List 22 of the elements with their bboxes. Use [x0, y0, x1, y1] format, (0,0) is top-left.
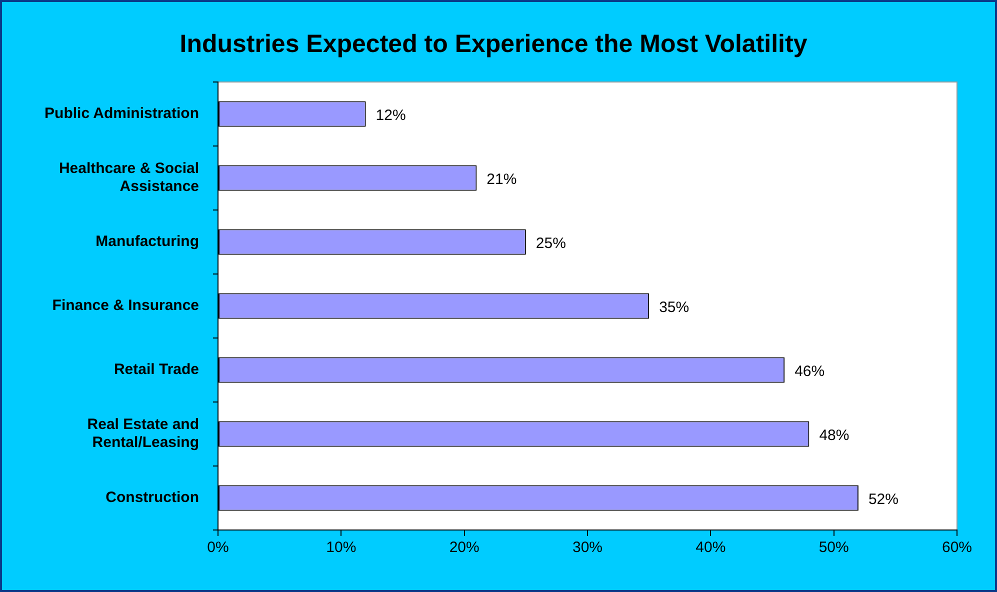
x-tick-label: 20%: [449, 539, 480, 556]
data-label: 12%: [376, 107, 406, 124]
x-tick-label: 30%: [572, 539, 603, 556]
data-label: 48%: [819, 427, 850, 444]
y-tick-label: Retail Trade: [114, 361, 200, 378]
chart-title: Industries Expected to Experience the Most Volatility: [180, 30, 808, 58]
x-tick-label: 40%: [696, 539, 726, 556]
data-label: 52%: [868, 491, 898, 508]
x-tick-label: 60%: [942, 539, 972, 556]
y-tick-label: Public Administration: [44, 105, 200, 122]
y-tick-label: Construction: [106, 489, 200, 506]
x-tick-label: 10%: [326, 539, 356, 556]
data-label: 46%: [794, 363, 825, 380]
x-tick-label: 0%: [207, 539, 229, 556]
data-label: 35%: [659, 299, 690, 316]
x-tick-label: 50%: [818, 539, 849, 556]
y-tick-label: Manufacturing: [96, 233, 200, 250]
y-tick-label: Finance & Insurance: [52, 297, 200, 314]
data-label: 21%: [486, 171, 517, 188]
y-tick-label: Real Estate and Rental/Leasing: [87, 416, 200, 452]
data-label: 25%: [536, 235, 566, 252]
y-tick-label: Healthcare & Social Assistance: [58, 160, 200, 196]
